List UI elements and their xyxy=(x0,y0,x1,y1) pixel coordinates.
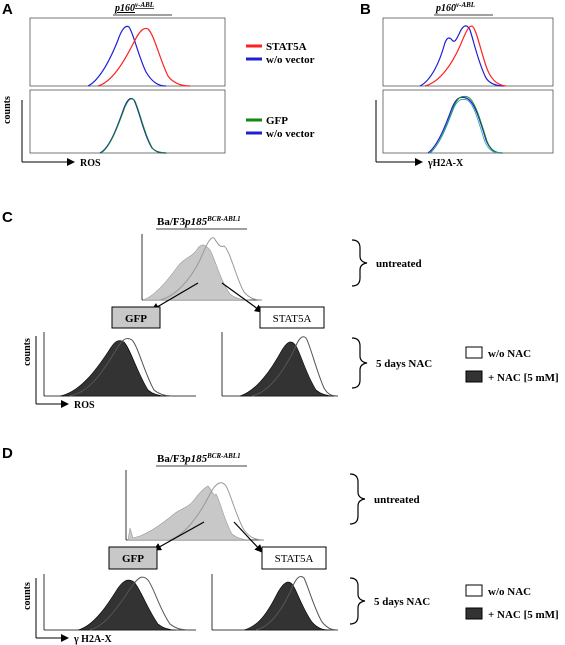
panel-c-legend-wo: w/o NAC xyxy=(488,348,531,360)
panel-c-brace-top xyxy=(351,239,368,287)
panel-b: B p160v-ABL γH2A-X xyxy=(360,1,554,169)
panel-a-xlabel: ROS xyxy=(80,158,101,169)
panel-b-stat5a-curve xyxy=(424,25,507,87)
panel-c-title: Ba/F3p185BCR-ABL1 xyxy=(157,215,241,228)
panel-d-stat5a-box xyxy=(261,546,327,570)
panel-c-legend-swatch-wo xyxy=(465,346,483,359)
panel-c-letter: C xyxy=(2,209,13,226)
panel-b-letter: B xyxy=(360,1,371,18)
panel-c-xlabel: ROS xyxy=(74,400,95,411)
panel-c-arrow-right xyxy=(221,282,263,313)
panel-c-stat5a-nac-filled xyxy=(239,341,335,397)
legend-vector-label-2: w/o vector xyxy=(266,128,315,140)
panel-c-stat5a-box xyxy=(259,306,325,329)
panel-b-title: p160v-ABL xyxy=(435,1,475,14)
panel-b-xlabel: γH2A-X xyxy=(427,158,464,169)
panel-d-untreated-plot xyxy=(125,470,265,541)
panel-a-vector-curve-bottom xyxy=(99,97,167,154)
panel-d-legend-swatch-nac xyxy=(465,607,483,620)
panel-d-gfp-nac-plot xyxy=(43,574,196,631)
panel-d-gfp-nac-outline xyxy=(89,576,189,631)
panel-d-stat5a-label: STAT5A xyxy=(275,553,314,565)
panel-d-untreated-filled xyxy=(127,485,251,541)
legend-gfp-label: GFP xyxy=(266,115,288,127)
panel-a-bottom-plot xyxy=(29,89,226,154)
panel-d: D Ba/F3p185BCR-ABL1 GFP STAT5A xyxy=(2,445,559,645)
panel-c-brace-bottom-label: 5 days NAC xyxy=(376,358,432,370)
panel-b-top-plot xyxy=(382,17,554,87)
panel-b-extra-curve xyxy=(428,98,502,154)
panel-c-arrow-left xyxy=(151,282,199,311)
panel-a-stat5a-curve xyxy=(97,27,191,87)
panel-b-vector-curve-bottom xyxy=(427,96,503,154)
panel-b-bottom-plot xyxy=(382,89,554,154)
panel-b-gfp-curve xyxy=(429,95,504,154)
legend-vector-label: w/o vector xyxy=(266,54,315,66)
panel-d-gfp-nac-filled xyxy=(77,579,177,631)
panel-d-arrow-left xyxy=(153,521,205,551)
panel-d-brace-bottom xyxy=(349,577,366,625)
panel-c-untreated-plot xyxy=(141,234,263,301)
panel-d-brace-bottom-label: 5 days NAC xyxy=(374,596,430,608)
panel-c-gfp-label: GFP xyxy=(125,313,147,325)
panel-d-stat5a-nac-outline xyxy=(255,575,339,631)
panel-d-gfp-label: GFP xyxy=(122,553,144,565)
panel-c-stat5a-nac-outline xyxy=(251,336,339,397)
panel-c-gfp-box xyxy=(111,306,161,329)
panel-a-gfp-curve xyxy=(100,98,168,154)
panel-c-untreated-filled xyxy=(142,244,251,301)
panel-b-vector-curve xyxy=(419,25,505,87)
panel-d-legend-nac: + NAC [5 mM] xyxy=(488,609,559,621)
panel-a-top-plot xyxy=(29,17,226,87)
panel-c-brace-bottom xyxy=(351,337,368,389)
panel-d-brace-top xyxy=(349,473,366,525)
panel-c-brace-top-label: untreated xyxy=(376,258,422,270)
panel-d-legend-swatch-wo xyxy=(465,584,483,597)
panel-d-gfp-box xyxy=(108,546,158,570)
panel-a-letter: A xyxy=(2,1,13,18)
panel-d-stat5a-nac-plot xyxy=(211,574,339,631)
panel-c-gfp-nac-plot xyxy=(43,332,196,397)
panel-a-title: p160v-ABL xyxy=(114,1,154,14)
panel-c-stat5a-label: STAT5A xyxy=(273,313,312,325)
panel-d-title: Ba/F3p185BCR-ABL1 xyxy=(157,452,241,465)
panel-c-gfp-nac-outline xyxy=(69,337,173,397)
panel-a-vector-curve xyxy=(87,25,167,87)
panel-c-legend-swatch-nac xyxy=(465,370,483,383)
panel-d-ylabel: counts xyxy=(22,582,33,610)
panel-a-ylabel: counts xyxy=(2,96,13,124)
panel-c-legend-nac: + NAC [5 mM] xyxy=(488,372,559,384)
panel-d-letter: D xyxy=(2,445,13,462)
panel-c: C Ba/F3p185BCR-ABL1 GFP STAT5A xyxy=(2,209,559,411)
panel-c-stat5a-nac-plot xyxy=(221,332,339,397)
panel-a: A p160v-ABL counts ROS STAT5A w/o vector… xyxy=(2,1,315,169)
panel-d-stat5a-nac-filled xyxy=(243,581,331,631)
panel-c-gfp-nac-filled xyxy=(59,340,167,397)
panel-d-arrow-right xyxy=(233,521,263,553)
panel-c-untreated-outline xyxy=(159,237,263,301)
panel-d-legend-wo: w/o NAC xyxy=(488,586,531,598)
legend-stat5a-label: STAT5A xyxy=(266,41,307,53)
panel-c-ylabel: counts xyxy=(22,338,33,366)
panel-d-xlabel: γ H2A-X xyxy=(73,634,113,645)
panel-d-untreated-outline xyxy=(169,482,265,541)
panel-d-brace-top-label: untreated xyxy=(374,494,420,506)
